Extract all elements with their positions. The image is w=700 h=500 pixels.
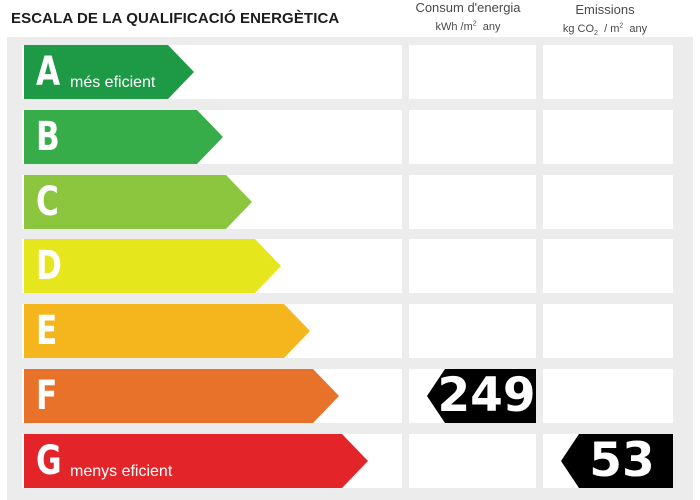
emissions-column-header: Emissions kg CO2 / m2 any [548, 2, 662, 37]
class-letter-d: D [36, 243, 62, 289]
emissions-cell-d [543, 239, 673, 293]
class-letter-f: F [36, 373, 58, 419]
emissions-cell-e [543, 304, 673, 358]
emissions-rating-indicator-value: 53 [589, 433, 655, 488]
class-letter-a: A [36, 49, 61, 95]
class-letter-b: B [36, 114, 60, 160]
class-arrow-a [24, 45, 194, 99]
class-arrow-g [24, 434, 368, 488]
consumption-cell-d [409, 239, 536, 293]
scale-title: ESCALA DE LA QUALIFICACIÓ ENERGÈTICA [11, 10, 340, 27]
emissions-cell-c [543, 175, 673, 229]
consumption-cell-c [409, 175, 536, 229]
consumption-rating-indicator: 249 [427, 369, 536, 423]
emissions-rating-indicator: 53 [561, 434, 673, 488]
class-arrow-e [24, 304, 310, 358]
consumption-label: Consum d'energia [415, 0, 521, 15]
class-arrow-f [24, 369, 339, 423]
consumption-cell-a [409, 45, 536, 99]
class-arrow-b [24, 110, 223, 164]
emissions-unit: kg CO2 / m2 any [562, 22, 648, 38]
class-letter-c: C [36, 179, 59, 225]
class-caption-g: menys eficient [70, 463, 173, 480]
consumption-unit: kWh /m2 any [435, 20, 501, 33]
consumption-cell-g [409, 434, 536, 488]
emissions-label: Emissions [575, 2, 635, 17]
class-letter-e: E [36, 308, 58, 354]
class-arrow-d [24, 239, 281, 293]
consumption-cell-b [409, 110, 536, 164]
class-arrow-c [24, 175, 252, 229]
class-caption-a: més eficient [70, 74, 156, 91]
class-letter-g: G [36, 438, 62, 484]
emissions-cell-a [543, 45, 673, 99]
consumption-cell-e [409, 304, 536, 358]
emissions-cell-b [543, 110, 673, 164]
consumption-column-header: Consum d'energia kWh /m2 any [408, 0, 528, 35]
consumption-rating-indicator-value: 249 [437, 368, 536, 423]
emissions-cell-f [543, 369, 673, 423]
